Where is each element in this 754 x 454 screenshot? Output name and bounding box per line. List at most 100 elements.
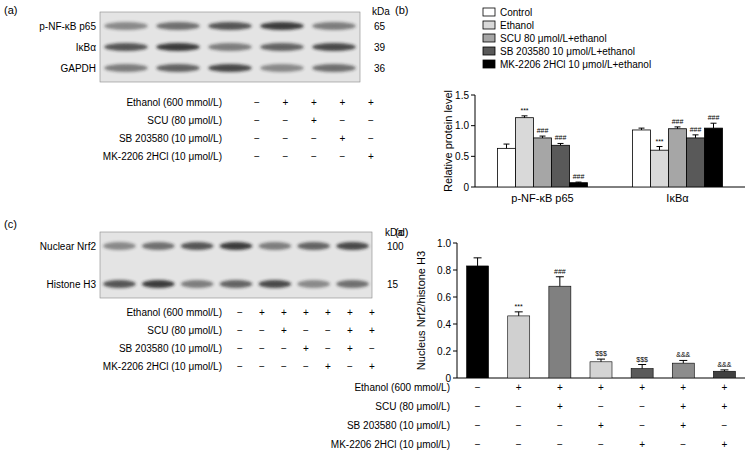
bar xyxy=(534,138,552,187)
condition-sign: − xyxy=(516,439,522,450)
condition-sign: − xyxy=(283,151,289,162)
error-bar xyxy=(597,359,605,362)
condition-sign: − xyxy=(639,401,645,412)
condition-label: SB 203580 (10 μmol/L) xyxy=(119,343,222,354)
legend: ControlEthanolSCU 80 μmol/L+ethanolSB 20… xyxy=(483,7,651,70)
panel-label: (c) xyxy=(4,218,17,230)
legend-label: MK-2206 2HCl 10 μmol/L+ethanol xyxy=(500,59,651,70)
condition-sign: − xyxy=(237,325,243,336)
y-tick xyxy=(471,156,475,157)
error-cap xyxy=(558,143,564,144)
error-bar xyxy=(638,365,646,369)
blot-band xyxy=(156,22,200,30)
condition-sign: − xyxy=(311,151,317,162)
condition-sign: + xyxy=(347,307,353,318)
blot-band xyxy=(103,280,136,288)
condition-sign: − xyxy=(340,151,346,162)
legend-swatch xyxy=(483,34,495,42)
legend-label: SCU 80 μmol/L+ethanol xyxy=(500,33,607,44)
blot-panel: (c)kDaNuclear Nrf2100Histone H315Ethanol… xyxy=(4,218,404,372)
condition-sign: + xyxy=(639,382,645,393)
error-cap xyxy=(675,126,681,127)
bar xyxy=(651,150,669,187)
y-tick xyxy=(453,378,457,379)
condition-sign: − xyxy=(369,343,375,354)
band-label: IκBα xyxy=(76,42,96,53)
bar xyxy=(631,369,653,378)
condition-sign: − xyxy=(347,361,353,372)
error-bar xyxy=(474,258,482,266)
significance: $$$ xyxy=(636,356,648,363)
significance: *** xyxy=(655,138,663,145)
error-cap xyxy=(540,136,546,137)
error-cap xyxy=(679,360,687,361)
condition-sign: + xyxy=(722,439,728,450)
bar xyxy=(498,148,516,187)
blot-band xyxy=(297,280,330,288)
error-cap xyxy=(638,364,646,365)
condition-sign: − xyxy=(557,420,563,431)
condition-sign: + xyxy=(281,325,287,336)
condition-label: Ethanol (600 mmol/L) xyxy=(354,382,450,393)
bar xyxy=(552,145,570,187)
error-cap xyxy=(504,144,510,145)
condition-sign: + xyxy=(598,420,604,431)
condition-sign: + xyxy=(303,307,309,318)
y-tick xyxy=(471,95,475,96)
error-stem xyxy=(642,365,643,369)
condition-sign: − xyxy=(722,420,728,431)
legend-swatch xyxy=(483,60,495,68)
error-bar xyxy=(522,116,528,118)
condition-sign: + xyxy=(311,115,317,126)
y-tick-label: 0.8 xyxy=(437,265,451,276)
condition-sign: + xyxy=(325,307,331,318)
y-tick-label: 0 xyxy=(463,182,469,193)
x-tick-label: IκBα xyxy=(666,192,689,204)
significance: ### xyxy=(690,126,702,133)
condition-sign: + xyxy=(340,97,346,108)
significance: *** xyxy=(520,107,528,114)
blot-band xyxy=(104,43,148,51)
condition-sign: − xyxy=(259,325,265,336)
error-cap xyxy=(556,276,564,277)
condition-label: SCU (80 μmol/L) xyxy=(147,115,222,126)
condition-label: Ethanol (600 mmol/L) xyxy=(126,307,222,318)
error-bar xyxy=(693,135,699,138)
kda-value: 15 xyxy=(387,279,399,290)
significance: $$$ xyxy=(595,350,607,357)
y-tick-label: 1.0 xyxy=(455,120,469,131)
bar xyxy=(705,128,723,187)
condition-sign: + xyxy=(369,307,375,318)
condition-label: SB 203580 (10 μmol/L) xyxy=(347,420,450,431)
condition-sign: + xyxy=(303,343,309,354)
blot-band xyxy=(104,22,148,30)
significance: &&& xyxy=(676,351,690,358)
panel-label: (a) xyxy=(4,4,17,16)
condition-sign: − xyxy=(254,151,260,162)
condition-sign: − xyxy=(254,115,260,126)
condition-sign: + xyxy=(368,97,374,108)
condition-sign: + xyxy=(340,133,346,144)
condition-sign: − xyxy=(237,343,243,354)
condition-sign: − xyxy=(475,382,481,393)
kda-header: kDa xyxy=(372,6,390,17)
bar xyxy=(672,363,694,378)
condition-sign: + xyxy=(259,307,265,318)
error-stem xyxy=(518,312,519,316)
panel-label: (b) xyxy=(395,4,408,16)
blot-band xyxy=(208,64,252,72)
condition-sign: + xyxy=(369,361,375,372)
condition-sign: + xyxy=(639,439,645,450)
band-label: Histone H3 xyxy=(47,279,97,290)
blot-membrane xyxy=(100,12,360,82)
legend-swatch xyxy=(483,47,495,55)
significance: ### xyxy=(555,134,567,141)
kda-value: 100 xyxy=(387,241,404,252)
error-bar xyxy=(515,312,523,316)
kda-value: 36 xyxy=(374,63,386,74)
error-cap xyxy=(597,359,605,360)
bar xyxy=(549,286,571,378)
condition-sign: − xyxy=(259,343,265,354)
error-bar xyxy=(711,123,717,128)
y-tick-label: 1.0 xyxy=(437,238,451,249)
